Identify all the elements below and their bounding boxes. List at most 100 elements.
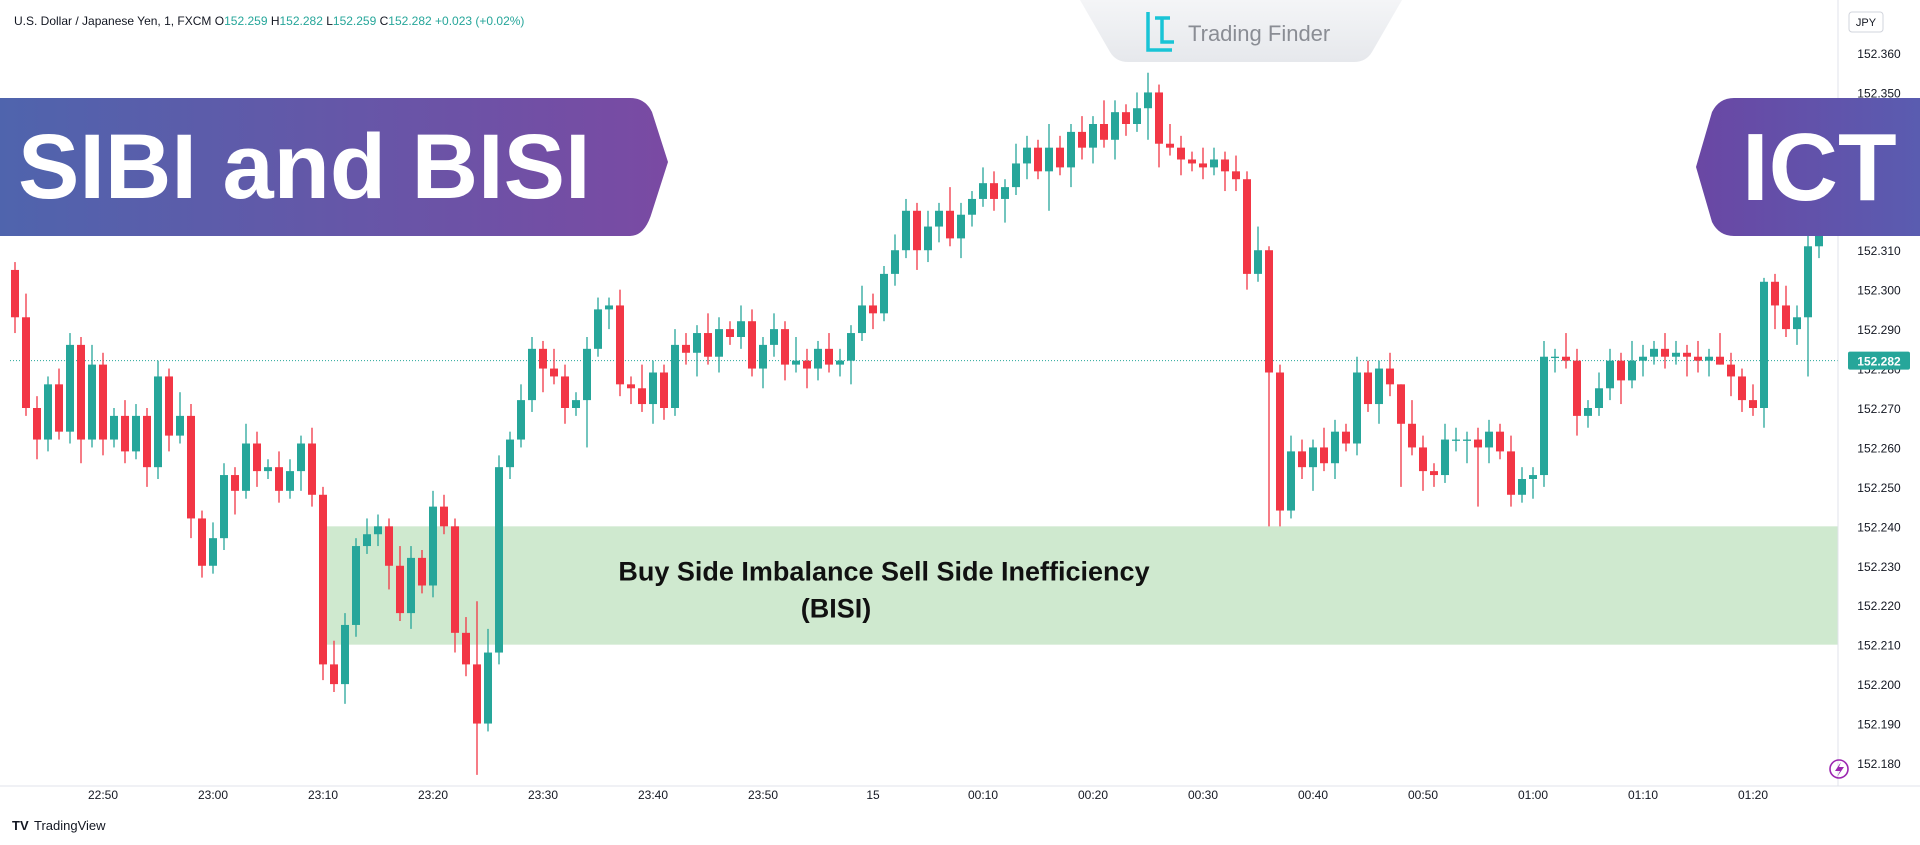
candle[interactable] [539, 340, 547, 393]
candle[interactable] [1496, 423, 1504, 460]
candle[interactable] [1727, 352, 1735, 397]
candle[interactable] [759, 337, 767, 389]
candle[interactable] [583, 337, 591, 448]
candle[interactable] [935, 202, 943, 243]
candle[interactable] [792, 337, 800, 373]
candle[interactable] [616, 289, 624, 397]
candle[interactable] [1683, 344, 1691, 377]
candle[interactable] [1078, 116, 1086, 160]
candle[interactable] [693, 325, 701, 377]
candle[interactable] [1562, 333, 1570, 369]
lightning-icon[interactable] [1829, 759, 1849, 779]
candle[interactable] [1408, 400, 1416, 456]
candle[interactable] [1474, 427, 1482, 507]
candle[interactable] [1463, 431, 1471, 464]
candle[interactable] [286, 459, 294, 499]
candle[interactable] [1133, 92, 1141, 132]
candle[interactable] [715, 317, 723, 373]
candle[interactable] [275, 451, 283, 503]
candle[interactable] [154, 360, 162, 479]
symbol-legend[interactable]: U.S. Dollar / Japanese Yen, 1, FXCM O152… [14, 14, 524, 28]
candle[interactable] [1276, 364, 1284, 527]
candle[interactable] [506, 431, 514, 479]
candle[interactable] [1089, 116, 1097, 164]
candle[interactable] [33, 396, 41, 460]
candle[interactable] [99, 352, 107, 456]
candle[interactable] [143, 408, 151, 487]
candle[interactable] [913, 202, 921, 270]
candle[interactable] [88, 344, 96, 448]
candle[interactable] [44, 376, 52, 452]
candle[interactable] [627, 376, 635, 405]
candle[interactable] [737, 305, 745, 349]
candle[interactable] [308, 427, 316, 507]
candle[interactable] [451, 518, 459, 653]
candle[interactable] [77, 337, 85, 464]
candle[interactable] [572, 392, 580, 416]
candle[interactable] [319, 486, 327, 681]
candle[interactable] [264, 459, 272, 479]
tradingview-logo[interactable]: TV TradingView [12, 818, 106, 833]
time-axis[interactable]: 22:50 23:00 23:10 23:20 23:30 23:40 23:50 15 00:… [0, 785, 1920, 802]
candle[interactable] [1067, 124, 1075, 188]
candle[interactable] [220, 463, 228, 550]
candle[interactable] [1650, 340, 1658, 365]
candle[interactable] [891, 234, 899, 286]
candle[interactable] [770, 313, 778, 357]
candle[interactable] [484, 628, 492, 732]
candle[interactable] [1760, 277, 1768, 428]
candle[interactable] [1694, 340, 1702, 373]
candle[interactable] [517, 384, 525, 448]
candle[interactable] [1386, 352, 1394, 397]
candle[interactable] [594, 297, 602, 357]
candle[interactable] [1177, 135, 1185, 176]
candle[interactable] [1122, 104, 1130, 136]
candle[interactable] [1573, 348, 1581, 436]
candle[interactable] [429, 490, 437, 598]
candle[interactable] [440, 494, 448, 535]
candle[interactable] [803, 348, 811, 389]
candle[interactable] [561, 364, 569, 424]
candle[interactable] [1419, 435, 1427, 491]
candle[interactable] [495, 455, 503, 665]
bisi-zone[interactable] [323, 526, 1920, 645]
candle[interactable] [330, 640, 338, 692]
candle[interactable] [374, 514, 382, 547]
candle[interactable] [1353, 356, 1361, 456]
candle[interactable] [11, 262, 19, 334]
candle[interactable] [1056, 135, 1064, 176]
candle[interactable] [1012, 143, 1020, 195]
candle[interactable] [858, 285, 866, 341]
candle[interactable] [968, 191, 976, 227]
candle[interactable] [748, 309, 756, 377]
candle[interactable] [1749, 384, 1757, 416]
candle[interactable] [66, 333, 74, 444]
candle[interactable] [176, 392, 184, 444]
candle[interactable] [385, 518, 393, 590]
candle[interactable] [1034, 139, 1042, 180]
candle[interactable] [781, 321, 789, 381]
candle[interactable] [1672, 340, 1680, 365]
candle[interactable] [1782, 285, 1790, 337]
candle[interactable] [198, 510, 206, 578]
candle[interactable] [1584, 400, 1592, 428]
candle[interactable] [1804, 218, 1812, 377]
candle[interactable] [1639, 344, 1647, 377]
candle[interactable] [1540, 340, 1548, 487]
candle[interactable] [1001, 179, 1009, 223]
candle[interactable] [1441, 423, 1449, 483]
candle[interactable] [1397, 384, 1405, 487]
candle[interactable] [407, 546, 415, 629]
candle[interactable] [649, 360, 657, 424]
candle[interactable] [418, 550, 426, 594]
candle[interactable] [363, 518, 371, 554]
candle[interactable] [1320, 427, 1328, 472]
candle[interactable] [1111, 100, 1119, 160]
candle[interactable] [1628, 340, 1636, 389]
candle[interactable] [297, 435, 305, 491]
candle[interactable] [825, 333, 833, 373]
candle[interactable] [1287, 435, 1295, 519]
candle[interactable] [847, 325, 855, 385]
candle[interactable] [396, 546, 404, 621]
candle[interactable] [1188, 151, 1196, 172]
